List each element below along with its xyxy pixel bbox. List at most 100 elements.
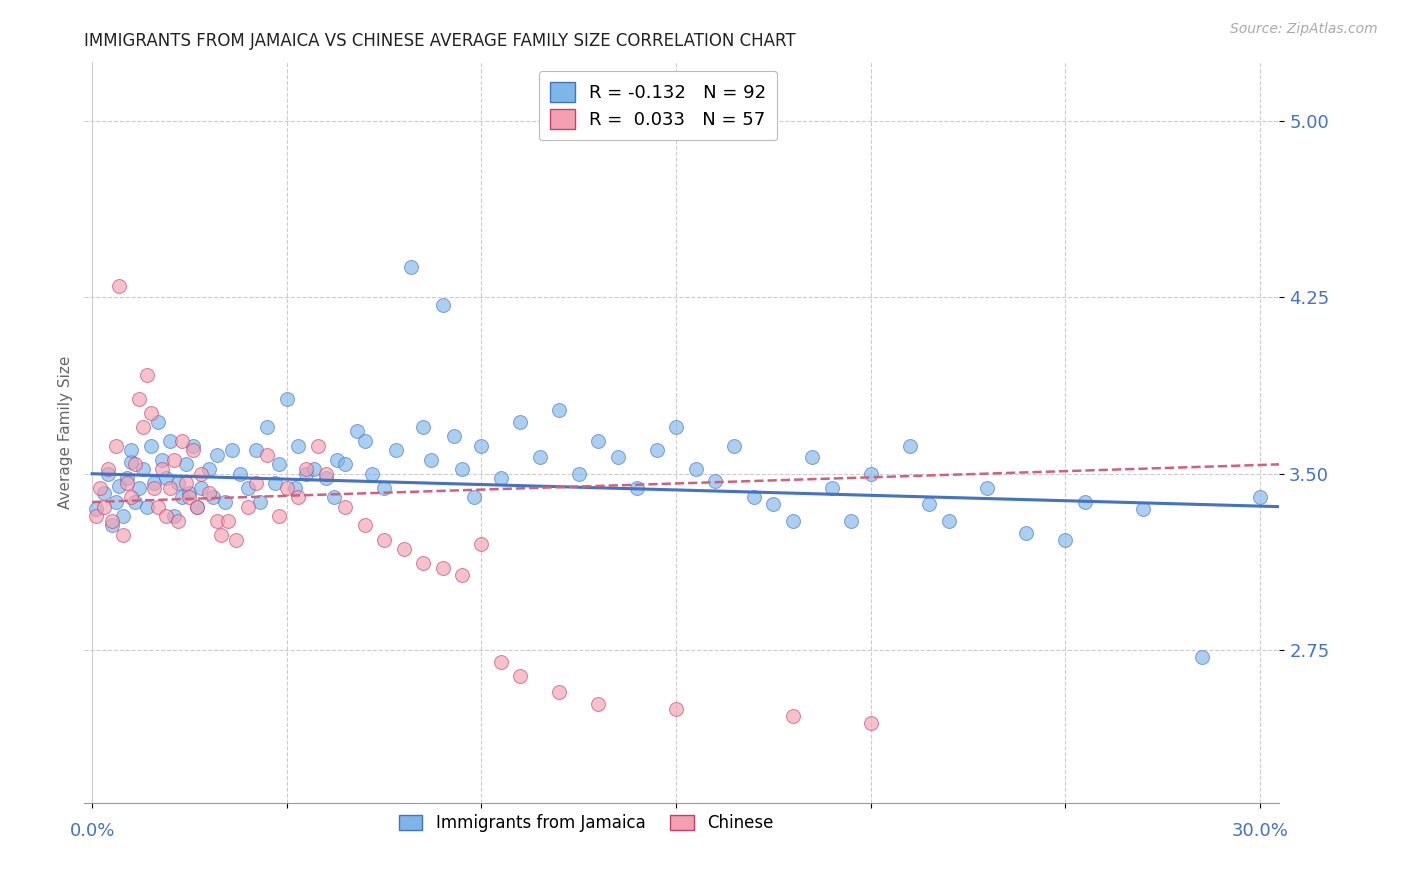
Point <box>236 481 259 495</box>
Point <box>166 476 188 491</box>
Point <box>183 438 205 452</box>
Point <box>163 452 186 467</box>
Point <box>135 500 157 514</box>
Text: IMMIGRANTS FROM JAMAICA VS CHINESE AVERAGE FAMILY SIZE CORRELATION CHART: IMMIGRANTS FROM JAMAICA VS CHINESE AVERA… <box>84 32 796 50</box>
Point <box>100 514 122 528</box>
Point <box>245 443 267 458</box>
Point <box>174 458 197 472</box>
Point <box>326 452 349 467</box>
Point <box>89 481 111 495</box>
Point <box>548 685 571 699</box>
Point <box>256 448 278 462</box>
Point <box>170 490 193 504</box>
Point <box>1074 495 1097 509</box>
Point <box>723 438 745 452</box>
Point <box>120 490 142 504</box>
Point <box>132 419 155 434</box>
Point <box>201 490 224 504</box>
Point <box>898 438 921 452</box>
Point <box>509 415 531 429</box>
Point <box>148 415 170 429</box>
Point <box>183 443 205 458</box>
Point <box>373 481 395 495</box>
Point <box>762 497 785 511</box>
Point <box>124 458 146 472</box>
Point <box>412 556 434 570</box>
Point <box>976 481 998 495</box>
Point <box>155 509 177 524</box>
Point <box>1015 525 1038 540</box>
Point <box>236 500 259 514</box>
Point <box>287 438 309 452</box>
Point <box>120 455 142 469</box>
Point <box>190 481 212 495</box>
Point <box>139 406 162 420</box>
Point <box>198 462 221 476</box>
Point <box>104 495 127 509</box>
Point <box>97 467 120 481</box>
Point <box>209 528 232 542</box>
Point <box>509 669 531 683</box>
Point <box>84 502 107 516</box>
Point <box>256 419 278 434</box>
Point <box>108 278 131 293</box>
Point <box>205 514 228 528</box>
Point <box>221 443 243 458</box>
Point <box>179 485 201 500</box>
Point <box>245 476 267 491</box>
Point <box>229 467 252 481</box>
Point <box>284 481 307 495</box>
Point <box>322 490 344 504</box>
Point <box>443 429 465 443</box>
Point <box>645 443 668 458</box>
Point <box>135 368 157 382</box>
Point <box>419 452 441 467</box>
Point <box>353 518 375 533</box>
Text: 30.0%: 30.0% <box>1232 822 1288 839</box>
Point <box>249 495 271 509</box>
Point <box>384 443 406 458</box>
Text: 0.0%: 0.0% <box>69 822 115 839</box>
Point <box>93 500 115 514</box>
Point <box>148 500 170 514</box>
Point <box>626 481 648 495</box>
Point <box>489 471 512 485</box>
Point <box>287 490 309 504</box>
Point <box>432 561 454 575</box>
Point <box>198 485 221 500</box>
Point <box>93 485 115 500</box>
Point <box>100 518 122 533</box>
Point <box>821 481 844 495</box>
Point <box>412 419 434 434</box>
Point <box>859 467 882 481</box>
Point <box>115 476 138 491</box>
Point <box>159 481 181 495</box>
Point <box>918 497 941 511</box>
Point <box>155 471 177 485</box>
Point <box>470 438 492 452</box>
Point <box>128 481 150 495</box>
Point <box>451 567 474 582</box>
Point <box>704 474 727 488</box>
Point <box>685 462 707 476</box>
Point <box>112 509 135 524</box>
Point <box>84 509 107 524</box>
Point <box>401 260 423 274</box>
Point <box>307 438 329 452</box>
Point <box>174 476 197 491</box>
Point <box>1191 650 1213 665</box>
Point <box>361 467 384 481</box>
Point <box>315 471 337 485</box>
Point <box>432 297 454 311</box>
Point <box>295 462 318 476</box>
Point <box>190 467 212 481</box>
Point <box>392 541 415 556</box>
Point <box>143 481 166 495</box>
Point <box>859 715 882 730</box>
Legend: Immigrants from Jamaica, Chinese: Immigrants from Jamaica, Chinese <box>392 807 780 838</box>
Point <box>163 509 186 524</box>
Point <box>124 495 146 509</box>
Point <box>264 476 287 491</box>
Point <box>586 697 609 711</box>
Point <box>267 458 290 472</box>
